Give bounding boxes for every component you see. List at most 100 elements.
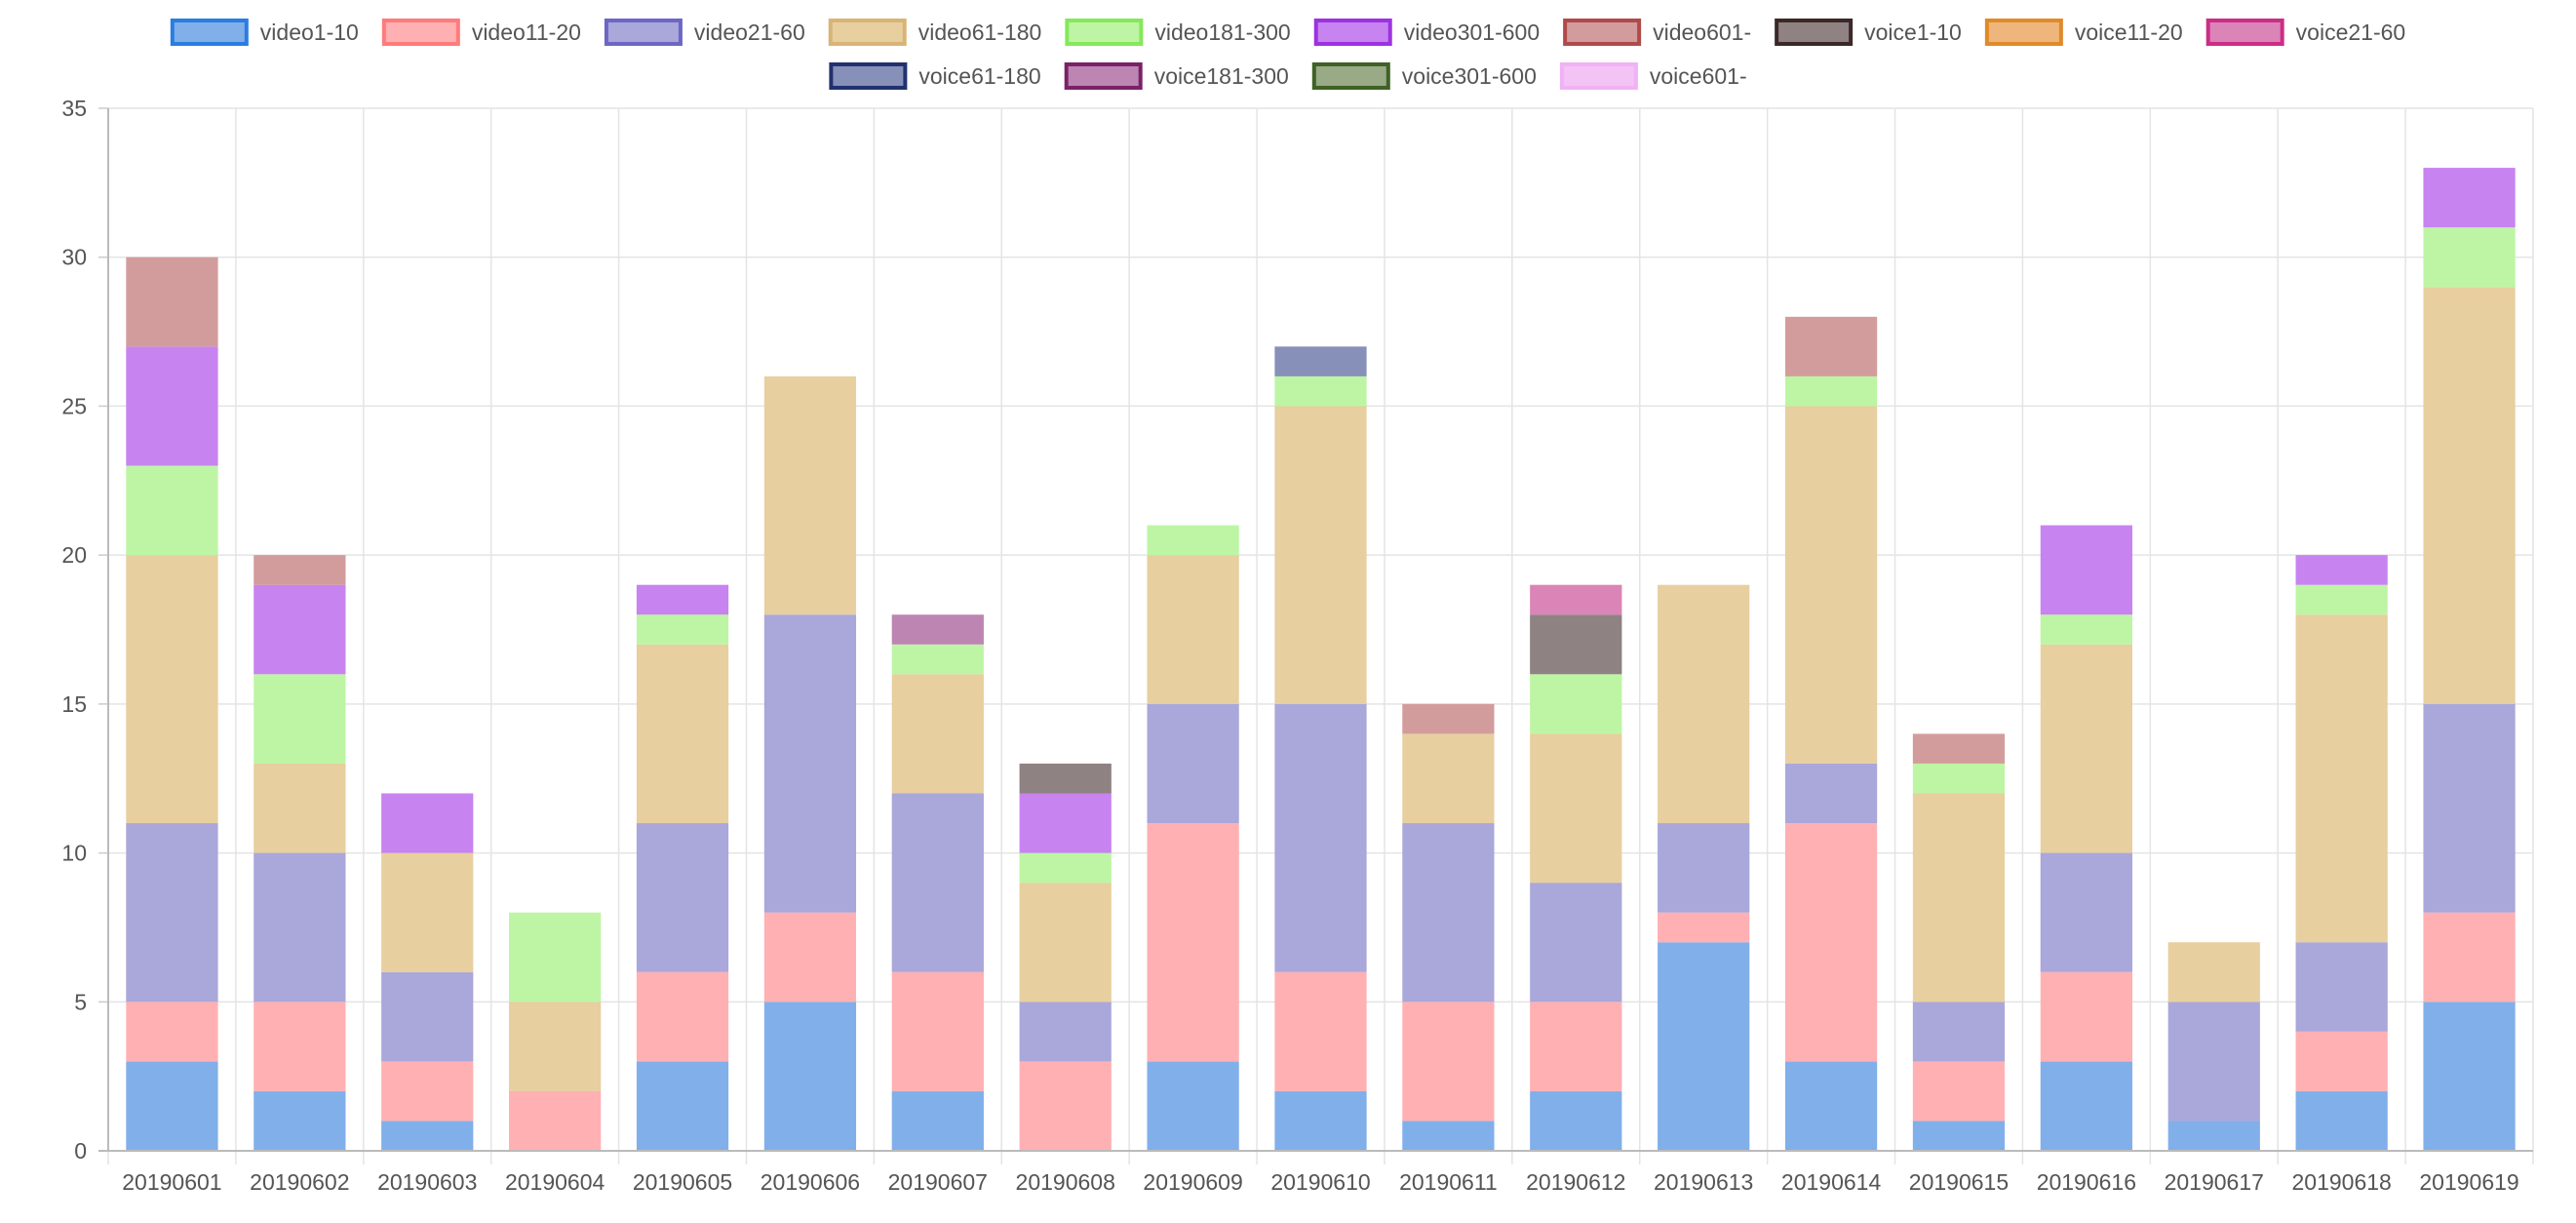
legend-item-voice11-20[interactable]: voice11-20 [1984,19,2183,46]
bar-segment-video61-180[interactable] [2295,614,2388,943]
legend-item-video11-20[interactable]: video11-20 [381,19,581,46]
bar-segment-video11-20[interactable] [126,1002,218,1062]
bar-segment-video61-180[interactable] [2423,287,2516,704]
bar-segment-video181-300[interactable] [509,912,602,1003]
bar-segment-video1-10[interactable] [1784,1061,1878,1151]
bar-segment-voice181-300[interactable] [891,614,984,645]
bar-segment-video21-60[interactable] [1147,703,1239,824]
bar-segment-video1-10[interactable] [2295,1090,2388,1151]
legend-item-video301-600[interactable]: video301-600 [1313,19,1540,46]
bar-segment-video11-20[interactable] [2423,912,2516,1003]
bar-segment-video61-180[interactable] [636,644,729,824]
bar-segment-video21-60[interactable] [381,971,474,1062]
bar-segment-video301-600[interactable] [2040,525,2132,615]
bar-segment-video21-60[interactable] [2295,942,2388,1032]
bar-segment-video61-180[interactable] [126,555,218,824]
bar-segment-video181-300[interactable] [891,644,984,675]
bar-segment-video21-60[interactable] [126,823,218,1003]
bar-segment-video181-300[interactable] [1019,852,1112,884]
bar-segment-video11-20[interactable] [1784,823,1878,1062]
bar-segment-voice1-10[interactable] [1019,763,1112,794]
bar-segment-video21-60[interactable] [1530,883,1622,1003]
bar-segment-video601[interactable] [1402,703,1495,734]
bar-segment-video11-20[interactable] [1402,1002,1495,1122]
bar-segment-video1-10[interactable] [1402,1121,1495,1151]
bar-segment-video301-600[interactable] [381,793,474,853]
bar-segment-video301-600[interactable] [2423,168,2516,228]
bar-segment-video181-300[interactable] [1912,763,2006,794]
bar-segment-video11-20[interactable] [2040,971,2132,1062]
bar-segment-video21-60[interactable] [1019,1002,1112,1062]
bar-segment-video61-180[interactable] [1019,883,1112,1003]
bar-segment-video11-20[interactable] [1530,1002,1622,1091]
bar-segment-video11-20[interactable] [1147,823,1239,1062]
bar-segment-video21-60[interactable] [636,823,729,972]
bar-segment-video181-300[interactable] [1147,525,1239,556]
legend-item-voice181-300[interactable]: voice181-300 [1064,62,1289,90]
bar-segment-video61-180[interactable] [509,1002,602,1091]
bar-segment-video181-300[interactable] [636,614,729,645]
bar-segment-video1-10[interactable] [891,1090,984,1151]
bar-segment-video181-300[interactable] [2423,227,2516,288]
bar-segment-video181-300[interactable] [1784,375,1878,407]
bar-segment-video601[interactable] [126,256,218,347]
bar-segment-video61-180[interactable] [1402,733,1495,824]
bar-segment-video1-10[interactable] [1530,1090,1622,1151]
bar-segment-video61-180[interactable] [1784,406,1878,764]
bar-segment-video21-60[interactable] [1402,823,1495,1003]
bar-segment-video11-20[interactable] [891,971,984,1091]
bar-segment-video21-60[interactable] [1658,823,1750,913]
bar-segment-video21-60[interactable] [2423,703,2516,913]
bar-segment-video21-60[interactable] [891,793,984,972]
legend-item-video21-60[interactable]: video21-60 [604,19,805,46]
legend-item-video181-300[interactable]: video181-300 [1065,19,1291,46]
legend-item-video61-180[interactable]: video61-180 [828,19,1042,46]
bar-segment-video11-20[interactable] [381,1061,474,1122]
bar-segment-video301-600[interactable] [636,584,729,615]
bar-segment-video61-180[interactable] [254,763,346,853]
bar-segment-video1-10[interactable] [126,1061,218,1151]
legend-item-voice1-10[interactable]: voice1-10 [1775,19,1962,46]
bar-segment-video21-60[interactable] [2040,852,2132,972]
bar-segment-video11-20[interactable] [763,912,857,1003]
bar-segment-video1-10[interactable] [1274,1090,1367,1151]
bar-segment-voice61-180[interactable] [1274,346,1367,376]
bar-segment-video601[interactable] [254,555,346,585]
bar-segment-video1-10[interactable] [1912,1121,2006,1151]
bar-segment-video11-20[interactable] [1658,912,1750,943]
bar-segment-video301-600[interactable] [2295,555,2388,585]
bar-segment-video181-300[interactable] [254,674,346,764]
bar-segment-video21-60[interactable] [2167,1002,2260,1122]
bar-segment-video11-20[interactable] [1912,1061,2006,1122]
bar-segment-video1-10[interactable] [2167,1121,2260,1151]
bar-segment-video21-60[interactable] [763,614,857,913]
bar-segment-video11-20[interactable] [254,1002,346,1091]
bar-segment-video1-10[interactable] [2040,1061,2132,1151]
bar-segment-video61-180[interactable] [2167,942,2260,1003]
bar-segment-video61-180[interactable] [1912,793,2006,1003]
legend-item-voice21-60[interactable]: voice21-60 [2205,19,2406,46]
bar-segment-video301-600[interactable] [126,346,218,466]
bar-segment-video61-180[interactable] [1147,555,1239,704]
legend-item-voice301-600[interactable]: voice301-600 [1311,62,1537,90]
bar-segment-video181-300[interactable] [126,465,218,556]
bar-segment-video11-20[interactable] [636,971,729,1062]
bar-segment-video1-10[interactable] [1658,942,1750,1151]
bar-segment-video601[interactable] [1912,733,2006,764]
bar-segment-video11-20[interactable] [509,1090,602,1151]
legend-item-video1-10[interactable]: video1-10 [170,19,359,46]
bar-segment-video1-10[interactable] [2423,1002,2516,1151]
bar-segment-video1-10[interactable] [1147,1061,1239,1151]
legend-item-video601[interactable]: video601- [1563,19,1751,46]
bar-segment-video181-300[interactable] [1274,375,1367,407]
bar-segment-video61-180[interactable] [1658,584,1750,824]
bar-segment-video1-10[interactable] [763,1002,857,1151]
bar-segment-video21-60[interactable] [1784,763,1878,824]
bar-segment-video61-180[interactable] [2040,644,2132,853]
bar-segment-video601[interactable] [1784,316,1878,376]
bar-segment-video21-60[interactable] [1912,1002,2006,1062]
bar-segment-video21-60[interactable] [254,852,346,1003]
bar-segment-video181-300[interactable] [2295,584,2388,615]
bar-segment-voice1-10[interactable] [1530,614,1622,675]
chart-legend[interactable]: video1-10 video11-20 video21-60 video61-180… [170,19,2406,90]
